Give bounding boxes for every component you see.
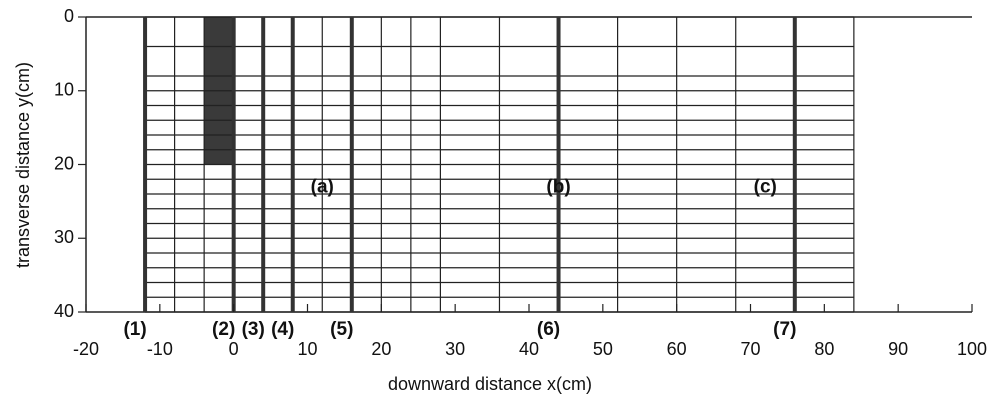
x-tick-label: 90 [888,339,908,359]
y-tick-label: 40 [54,301,74,321]
y-tick-label: 10 [54,80,74,100]
y-tick-label: 20 [54,153,74,173]
y-tick-label: 30 [54,227,74,247]
x-tick-label: 80 [814,339,834,359]
region-label: (a) [311,176,334,197]
x-tick-label: 30 [445,339,465,359]
x-tick-label: 50 [593,339,613,359]
x-tick-label: 10 [297,339,317,359]
section-label: (1) [123,319,146,340]
x-tick-label: 0 [229,339,239,359]
x-tick-label: 60 [667,339,687,359]
section-label: (2) [212,319,235,340]
section-label: (5) [330,319,353,340]
section-label: (6) [537,319,560,340]
section-label: (7) [773,319,796,340]
region-label: (b) [546,176,570,197]
x-tick-label: 100 [957,339,987,359]
region-label: (c) [754,176,777,197]
section-label: (3) [242,319,265,340]
x-tick-label: 20 [371,339,391,359]
y-tick-label: 0 [64,6,74,26]
x-axis-label: downward distance x(cm) [388,374,592,394]
section-label: (4) [271,319,294,340]
x-tick-label: 40 [519,339,539,359]
x-tick-label: -20 [73,339,99,359]
x-tick-label: -10 [147,339,173,359]
x-tick-label: 70 [740,339,760,359]
y-axis-label: transverse distance y(cm) [13,62,33,268]
